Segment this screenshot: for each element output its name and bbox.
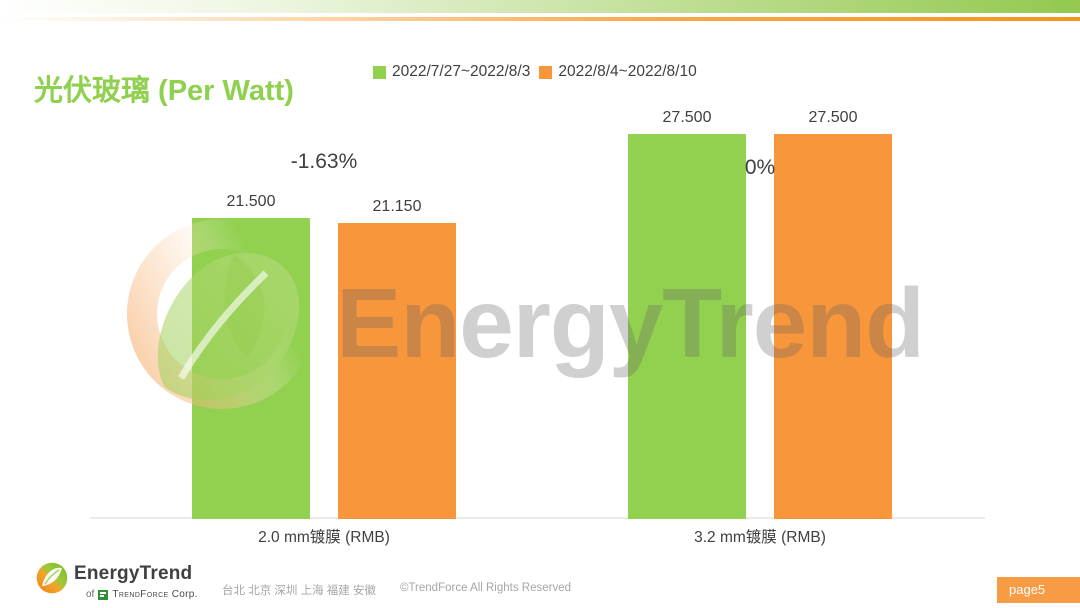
bar <box>338 223 456 519</box>
bar-value-label: 21.150 <box>372 198 422 215</box>
bar <box>774 134 892 519</box>
bar-value-label: 27.500 <box>808 109 858 126</box>
legend-item: 2022/7/27~2022/8/3 <box>373 63 530 81</box>
header-orange-gradient-line <box>0 17 1080 21</box>
trendforce-icon <box>98 589 109 600</box>
energytrend-logo-icon <box>36 562 68 594</box>
legend-item: 2022/8/4~2022/8/10 <box>539 63 697 81</box>
bar-value-label: 27.500 <box>662 109 712 126</box>
page-title: 光伏玻璃 (Per Watt) <box>34 75 294 108</box>
page-number-badge: page5 <box>997 577 1080 603</box>
category-axis-label: 2.0 mm镀膜 (RMB) <box>258 529 390 546</box>
footer-meta: 台北 北京 深圳 上海 福建 安徽 ©TrendForce All Rights… <box>222 582 571 598</box>
footer-trendforce-corp-label: TrendForce Corp. <box>112 589 198 600</box>
bar <box>628 134 746 519</box>
footer-cities: 台北 北京 深圳 上海 福建 安徽 <box>222 585 376 597</box>
legend-label: 2022/8/4~2022/8/10 <box>558 63 697 80</box>
legend-label: 2022/7/27~2022/8/3 <box>392 63 531 80</box>
footer-brand-subline: of TrendForce Corp. <box>86 589 198 600</box>
chart-legend: 2022/7/27~2022/8/3 2022/8/4~2022/8/10 <box>373 63 697 81</box>
change-percent-label: 0% <box>744 156 776 179</box>
category-axis-label: 3.2 mm镀膜 (RMB) <box>694 529 826 546</box>
x-axis-line <box>90 517 985 519</box>
header-green-gradient-band <box>0 0 1080 13</box>
bar-value-label: 21.500 <box>226 193 276 210</box>
legend-swatch-icon <box>539 65 553 79</box>
footer-brand-name: EnergyTrend <box>74 563 193 584</box>
footer-copyright: ©TrendForce All Rights Reserved <box>399 582 572 594</box>
legend-swatch-icon <box>373 65 386 79</box>
footer-of-label: of <box>86 589 95 600</box>
bar <box>192 218 310 519</box>
change-percent-label: -1.63% <box>290 150 358 173</box>
